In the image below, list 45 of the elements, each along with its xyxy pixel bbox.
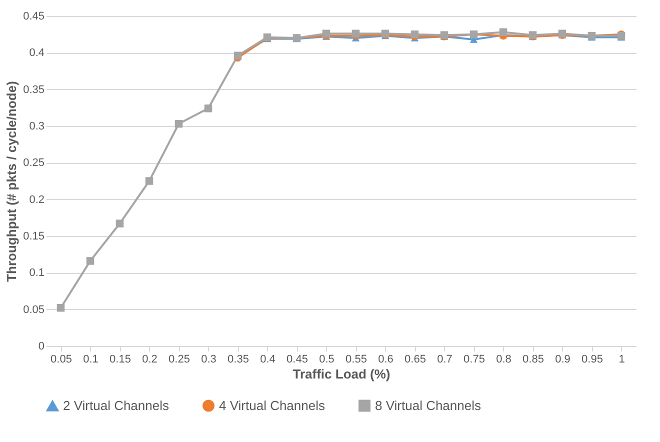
y-tick-label: 0.15 — [23, 230, 44, 242]
y-tick-label: 0 — [38, 340, 44, 352]
x-tick-label: 0.9 — [555, 354, 570, 366]
y-tick-label: 0.35 — [23, 84, 44, 96]
x-tick-label: 0.75 — [464, 354, 485, 366]
legend-label: 2 Virtual Channels — [63, 398, 170, 414]
point — [499, 28, 508, 36]
x-tick-label: 0.25 — [168, 354, 190, 366]
x-tick-label: 0.95 — [582, 354, 603, 366]
legend-label: 4 Virtual Channels — [219, 398, 326, 413]
x-tick-label: 0.85 — [522, 354, 544, 366]
point — [352, 30, 360, 38]
point — [86, 257, 94, 265]
x-tick-label: 0.35 — [228, 354, 249, 366]
x-tick-label: 0.3 — [201, 354, 216, 366]
y-tick-label: 0.4 — [29, 47, 44, 60]
point — [174, 120, 183, 128]
x-tick-label: 1 — [618, 354, 625, 366]
x-tick-label: 0.7 — [437, 354, 452, 366]
y-tick-label: 0.45 — [23, 10, 44, 22]
x-tick-label: 0.55 — [346, 354, 367, 366]
point — [145, 177, 154, 185]
y-tick-label: 0.1 — [29, 267, 44, 280]
point — [410, 30, 419, 38]
legend-label: 8 Virtual Channels — [375, 398, 482, 413]
x-tick-label: 0.6 — [378, 354, 394, 366]
x-tick-label: 0.45 — [286, 354, 308, 366]
y-tick-label: 0.3 — [29, 120, 44, 132]
point — [322, 30, 330, 38]
y-tick-label: 0.25 — [23, 157, 44, 170]
point — [56, 304, 65, 312]
x-tick-label: 0.2 — [142, 354, 158, 366]
x-tick-label: 0.05 — [50, 354, 72, 366]
x-tick-label: 0.8 — [496, 354, 512, 366]
x-axis-title: Traffic Load (%) — [292, 366, 390, 382]
x-tick-label: 0.4 — [260, 354, 276, 366]
y-axis-title: Throughput (# pkts / cycle/node) — [4, 81, 20, 282]
point — [204, 104, 212, 112]
x-tick-label: 0.15 — [110, 354, 131, 366]
x-tick-label: 0.65 — [404, 354, 426, 366]
x-tick-label: 0.5 — [319, 354, 334, 366]
y-tick-label: 0.2 — [29, 194, 44, 206]
y-tick-label: 0.05 — [23, 304, 44, 316]
x-tick-label: 0.1 — [83, 354, 98, 366]
point — [116, 220, 124, 228]
